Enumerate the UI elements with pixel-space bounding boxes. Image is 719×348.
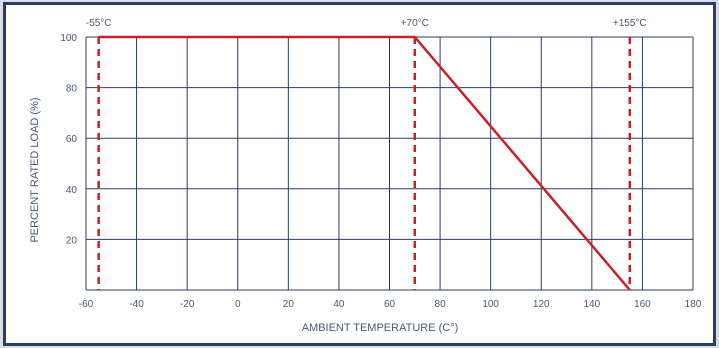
x-tick-label: -20 [180, 299, 195, 310]
y-tick-label: 20 [66, 235, 78, 246]
chart-frame: -55°C +70°C +155°C -60 -40 -20 0 20 40 60 80 100 12… [3, 2, 716, 346]
x-tick-label: 40 [333, 299, 345, 310]
tick-labels: -60 -40 -20 0 20 40 60 80 100 120 140 160 180 20 40 60 8… [60, 33, 701, 310]
x-tick-label: 80 [435, 299, 447, 310]
x-tick-label: 160 [634, 299, 651, 310]
x-tick-label: 0 [235, 299, 241, 310]
marker-label: -55°C [86, 18, 112, 29]
derating-chart: -55°C +70°C +155°C -60 -40 -20 0 20 40 60 80 100 12… [6, 5, 713, 343]
x-tick-label: 140 [583, 299, 600, 310]
series-line [99, 37, 630, 290]
grid [86, 37, 693, 290]
temperature-markers: -55°C +70°C +155°C [86, 18, 647, 290]
x-axis-label: AMBIENT TEMPERATURE (C°) [302, 322, 459, 334]
marker-label: +70°C [401, 18, 429, 29]
x-tick-label: 60 [384, 299, 396, 310]
x-tick-label: 120 [533, 299, 550, 310]
y-axis-label: PERCENT RATED LOAD (%) [29, 97, 41, 242]
marker-label: +155°C [613, 18, 647, 29]
x-tick-label: -60 [79, 299, 94, 310]
x-tick-label: 180 [685, 299, 702, 310]
y-tick-label: 100 [60, 33, 77, 44]
y-tick-label: 60 [66, 134, 78, 145]
x-tick-label: 20 [283, 299, 295, 310]
series-layer [99, 37, 630, 290]
x-tick-label: -40 [129, 299, 144, 310]
x-tick-label: 100 [482, 299, 499, 310]
y-tick-label: 80 [66, 84, 78, 95]
y-tick-label: 40 [66, 185, 78, 196]
